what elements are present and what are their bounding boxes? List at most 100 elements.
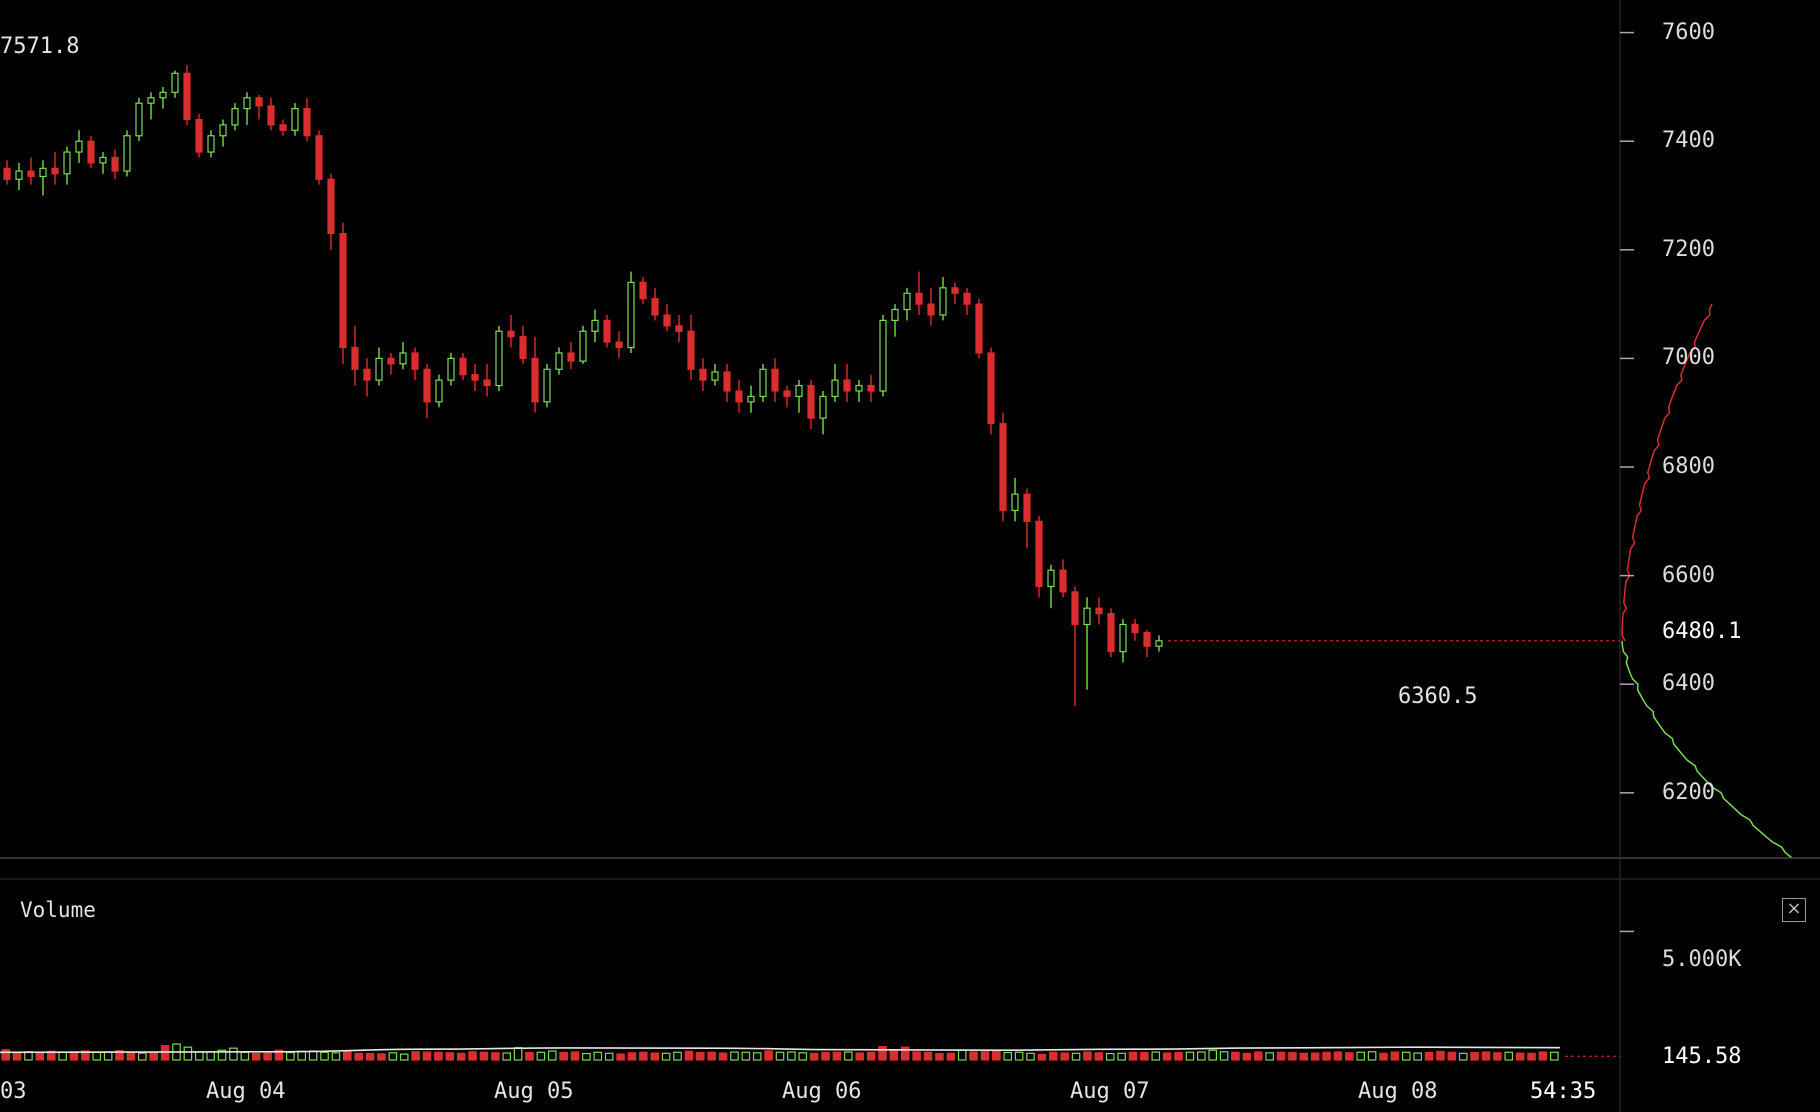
volume-bar [1014,1051,1024,1061]
volume-bar [741,1051,751,1061]
high-label: 7571.8 [0,34,80,59]
candle-body [819,395,827,419]
volume-bar [1515,1052,1525,1061]
volume-bar [650,1052,660,1061]
candle-body [771,368,779,392]
volume-bar [1231,1051,1240,1061]
volume-bar [479,1051,489,1061]
volume-bar [240,1051,250,1061]
volume-bar [411,1051,420,1061]
close-icon[interactable]: × [1782,898,1806,922]
volume-bar [46,1050,56,1061]
bid-depth-line [1621,640,1793,859]
candle-body [1011,493,1019,512]
candle-body [51,167,59,175]
volume-bar [491,1052,500,1061]
candle-body [219,124,227,137]
candle-body [747,395,755,403]
volume-bar [570,1051,580,1061]
candle-body [351,346,359,370]
volume-bar [320,1051,329,1061]
volume-bar [878,1046,887,1061]
candle-body [651,298,659,316]
volume-bar [695,1051,705,1061]
candle-body [855,384,863,392]
volume-bar [286,1051,295,1061]
time-tick-label: Aug 06 [782,1079,862,1104]
volume-bar [1197,1051,1206,1061]
volume-bar [787,1051,796,1061]
candle-body [1143,632,1151,647]
volume-bar [855,1052,865,1061]
candle-body [135,102,143,137]
volume-last-label: 145.58 [1662,1044,1742,1069]
countdown: 54:35 [1530,1079,1597,1104]
candle-body [495,330,503,387]
candle-body [315,135,323,180]
candle-body [15,170,23,180]
volume-bar [900,1046,910,1061]
volume-bar [149,1051,159,1061]
volume-bar [559,1051,568,1061]
volume-bar [1265,1052,1274,1061]
candle-body [1119,623,1127,653]
candle-body [459,357,467,376]
volume-bar [58,1051,67,1061]
candle-body [99,156,107,164]
volume-bar [798,1052,808,1061]
candle-body [123,135,131,172]
candle-body [171,72,179,93]
volume-bar [752,1052,762,1061]
candle-body [3,167,11,180]
candle-body [519,336,527,360]
volume-bar [422,1051,432,1061]
candle-body [639,281,647,300]
volume-bar [206,1051,215,1061]
volume-bar [92,1051,102,1061]
candle-body [399,352,407,365]
volume-bar [673,1051,682,1061]
volume-bar [513,1047,523,1061]
volume-bar [115,1050,124,1061]
volume-bar [764,1050,773,1061]
volume-bar [718,1052,728,1061]
candle-body [375,357,383,381]
candle-body [267,105,275,126]
candle-body [303,108,311,137]
volume-bar [1094,1052,1104,1061]
volume-bar [365,1052,375,1061]
low-label: 6360.5 [1398,684,1478,709]
candle-body [423,368,431,403]
volume-bar [593,1051,603,1061]
candle-body [63,151,71,175]
price-tick-label: 6400 [1662,671,1715,697]
candle-body [699,368,707,381]
volume-bar [194,1051,204,1061]
volume-bar [844,1051,853,1061]
volume-bar [547,1050,557,1061]
candle-body [675,325,683,332]
volume-bar [832,1051,842,1061]
candle-body [255,97,263,107]
volume-bar [1356,1051,1366,1061]
candle-body [363,368,371,381]
candle-body [903,292,911,311]
volume-bar [1162,1052,1172,1061]
candle-body [927,303,935,316]
volume-bar [1550,1051,1559,1061]
volume-bar [957,1049,967,1061]
price-tick-label: 7600 [1662,19,1715,45]
volume-bar [1242,1052,1252,1061]
candle-body [627,281,635,349]
volume-bar [1333,1051,1343,1061]
candle-body [507,330,515,338]
candle-body [615,341,623,349]
volume-bar [456,1052,466,1061]
volume-bar [263,1052,272,1061]
volume-bar [1105,1052,1115,1061]
volume-bar [1527,1052,1536,1061]
volume-bar [1504,1051,1514,1061]
volume-bar [1538,1051,1548,1061]
candle-body [39,167,47,178]
